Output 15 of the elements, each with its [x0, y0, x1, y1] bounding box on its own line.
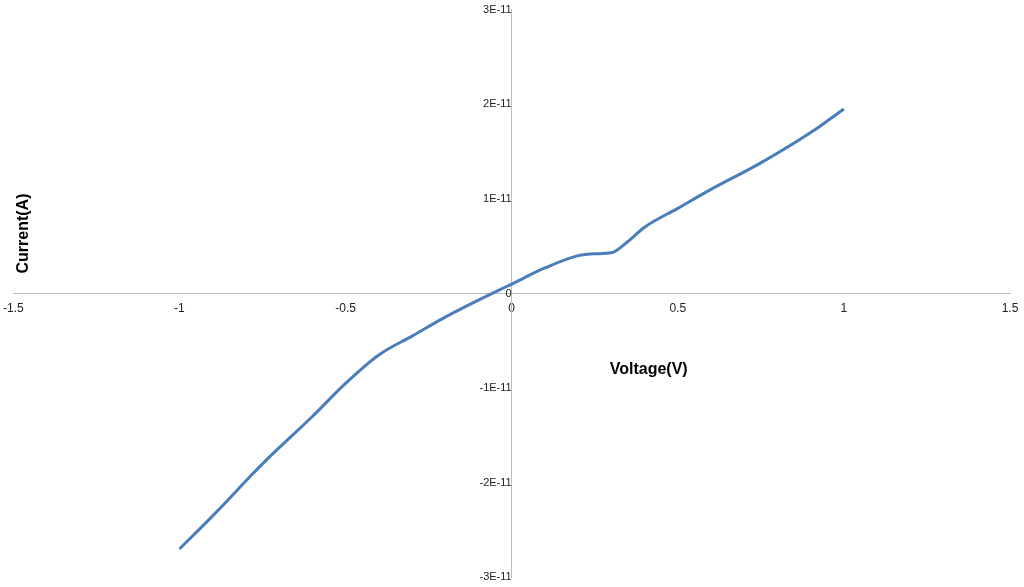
- x-tick-label: 0.5: [669, 301, 687, 316]
- y-axis-title: Current(A): [14, 193, 32, 274]
- y-tick-label: 3E-11: [483, 2, 512, 15]
- x-axis-title: Voltage(V): [609, 359, 688, 377]
- y-tick-label: -1E-11: [479, 381, 512, 394]
- x-tick-label: -0.5: [335, 301, 357, 316]
- y-tick-label: 1E-11: [483, 191, 512, 204]
- x-tick-label: 1: [840, 301, 848, 316]
- y-tick-label: 0: [505, 286, 512, 299]
- x-tick-label: -1: [174, 301, 186, 316]
- y-tick-label: 2E-11: [483, 97, 512, 110]
- x-tick-label: 1.5: [1001, 301, 1019, 316]
- y-tick-label: -3E-11: [479, 570, 512, 583]
- x-tick-label: -1.5: [3, 301, 24, 316]
- y-tick-label: -2E-11: [479, 475, 512, 488]
